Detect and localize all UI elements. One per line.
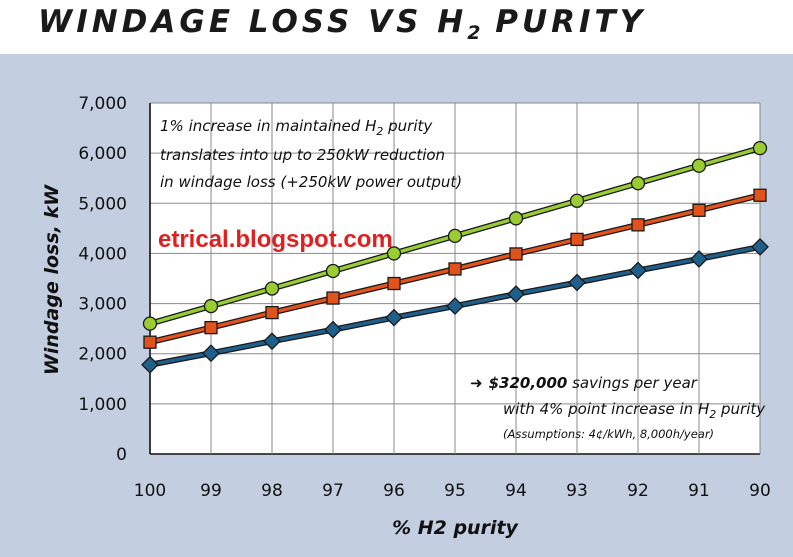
watermark: etrical.blogspot.com [158,226,393,253]
annotation-bottom-line2: with 4% point increase in H2 purity [503,400,766,421]
data-point [326,291,340,305]
data-point [570,232,584,247]
x-tick-label: 94 [505,481,527,501]
ticks: 0 1,000 2,000 3,000 4,000 5,000 6,000 7,000 100 9… [78,94,770,501]
arrow-icon: ➜ [470,374,483,392]
annotation-bottom-line2-post: purity [716,400,766,418]
y-tick-label: 5,000 [78,194,127,214]
title-suffix: PURITY [480,4,647,40]
x-tick-label: 96 [383,481,405,501]
data-point [143,335,157,349]
y-tick-label: 1,000 [78,395,127,415]
data-point [752,140,768,156]
data-point [142,316,158,331]
data-point [629,261,647,280]
x-axis-title-text: % H2 purity [392,517,519,539]
title-band: WINDAGE LOSS VS H2 PURITY [0,0,793,54]
data-point [691,158,707,173]
data-point [568,273,586,292]
annotation-top-line1-sub: 2 [376,125,383,138]
y-tick-label: 0 [116,445,127,465]
data-point [141,355,159,374]
annotation-top-line2: translates into up to 250kW reduction [160,146,445,164]
title-subscript: 2 [467,22,481,45]
y-tick-label: 6,000 [78,144,127,164]
data-point [386,246,402,261]
series-layer [141,140,769,374]
chart-title: WINDAGE LOSS VS H2 PURITY [38,4,646,44]
data-point [508,211,524,226]
y-tick-label: 7,000 [78,94,127,114]
y-tick-label: 2,000 [78,345,127,365]
data-point [324,320,342,339]
data-point [751,237,769,256]
data-point [325,263,341,279]
annotation-bottom-line1: ➜ $320,000 savings per year [470,374,698,392]
data-point [203,298,219,314]
x-tick-label: 95 [444,481,466,501]
annotation-top-line1-post: purity [383,117,433,135]
data-point [690,250,708,268]
x-tick-label: 98 [261,481,283,501]
x-tick-label: 92 [627,481,649,501]
x-axis-title: % H2 purity [392,517,519,539]
savings-amount: $320,000 [489,374,568,392]
data-point [507,285,525,303]
x-tick-label: 97 [322,481,344,501]
data-point [385,308,403,327]
title-prefix: WINDAGE LOSS VS H [38,4,468,40]
x-tick-label: 99 [200,481,222,501]
annotation-bottom-line3: (Assumptions: 4¢/kWh, 8,000h/year) [503,427,714,441]
data-point [264,281,280,296]
data-point [630,176,646,191]
annotation-bottom-line2-pre: with 4% point increase in H [503,400,709,418]
data-point [448,262,462,276]
data-point [263,332,281,351]
data-point [265,305,279,320]
x-tick-label: 100 [134,481,166,501]
annotation-top-line1: 1% increase in maintained H2 purity [160,117,433,138]
y-tick-label: 3,000 [78,295,127,315]
data-point [692,203,706,217]
data-point [509,247,523,261]
data-point [387,276,401,291]
data-point [631,218,645,232]
data-point [753,188,767,202]
annotation-bottom: ➜ $320,000 savings per year with 4% point… [470,374,766,441]
y-tick-label: 4,000 [78,244,127,264]
data-point [447,228,463,244]
annotation-bottom-line2-sub: 2 [709,408,716,421]
data-point [204,320,218,335]
annotation-top: 1% increase in maintained H2 purity tran… [160,117,462,191]
annotation-bottom-line1-post: savings per year [567,374,697,392]
data-point [569,193,585,208]
data-point [446,297,464,315]
x-tick-label: 91 [688,481,710,501]
annotation-top-line1-pre: 1% increase in maintained H [160,117,376,135]
y-axis-title: Windage loss, kW [41,184,63,375]
x-tick-label: 93 [566,481,588,501]
annotation-top-line3: in windage loss (+250kW power output) [160,173,462,191]
data-point [202,344,220,363]
x-tick-label: 90 [749,481,771,501]
